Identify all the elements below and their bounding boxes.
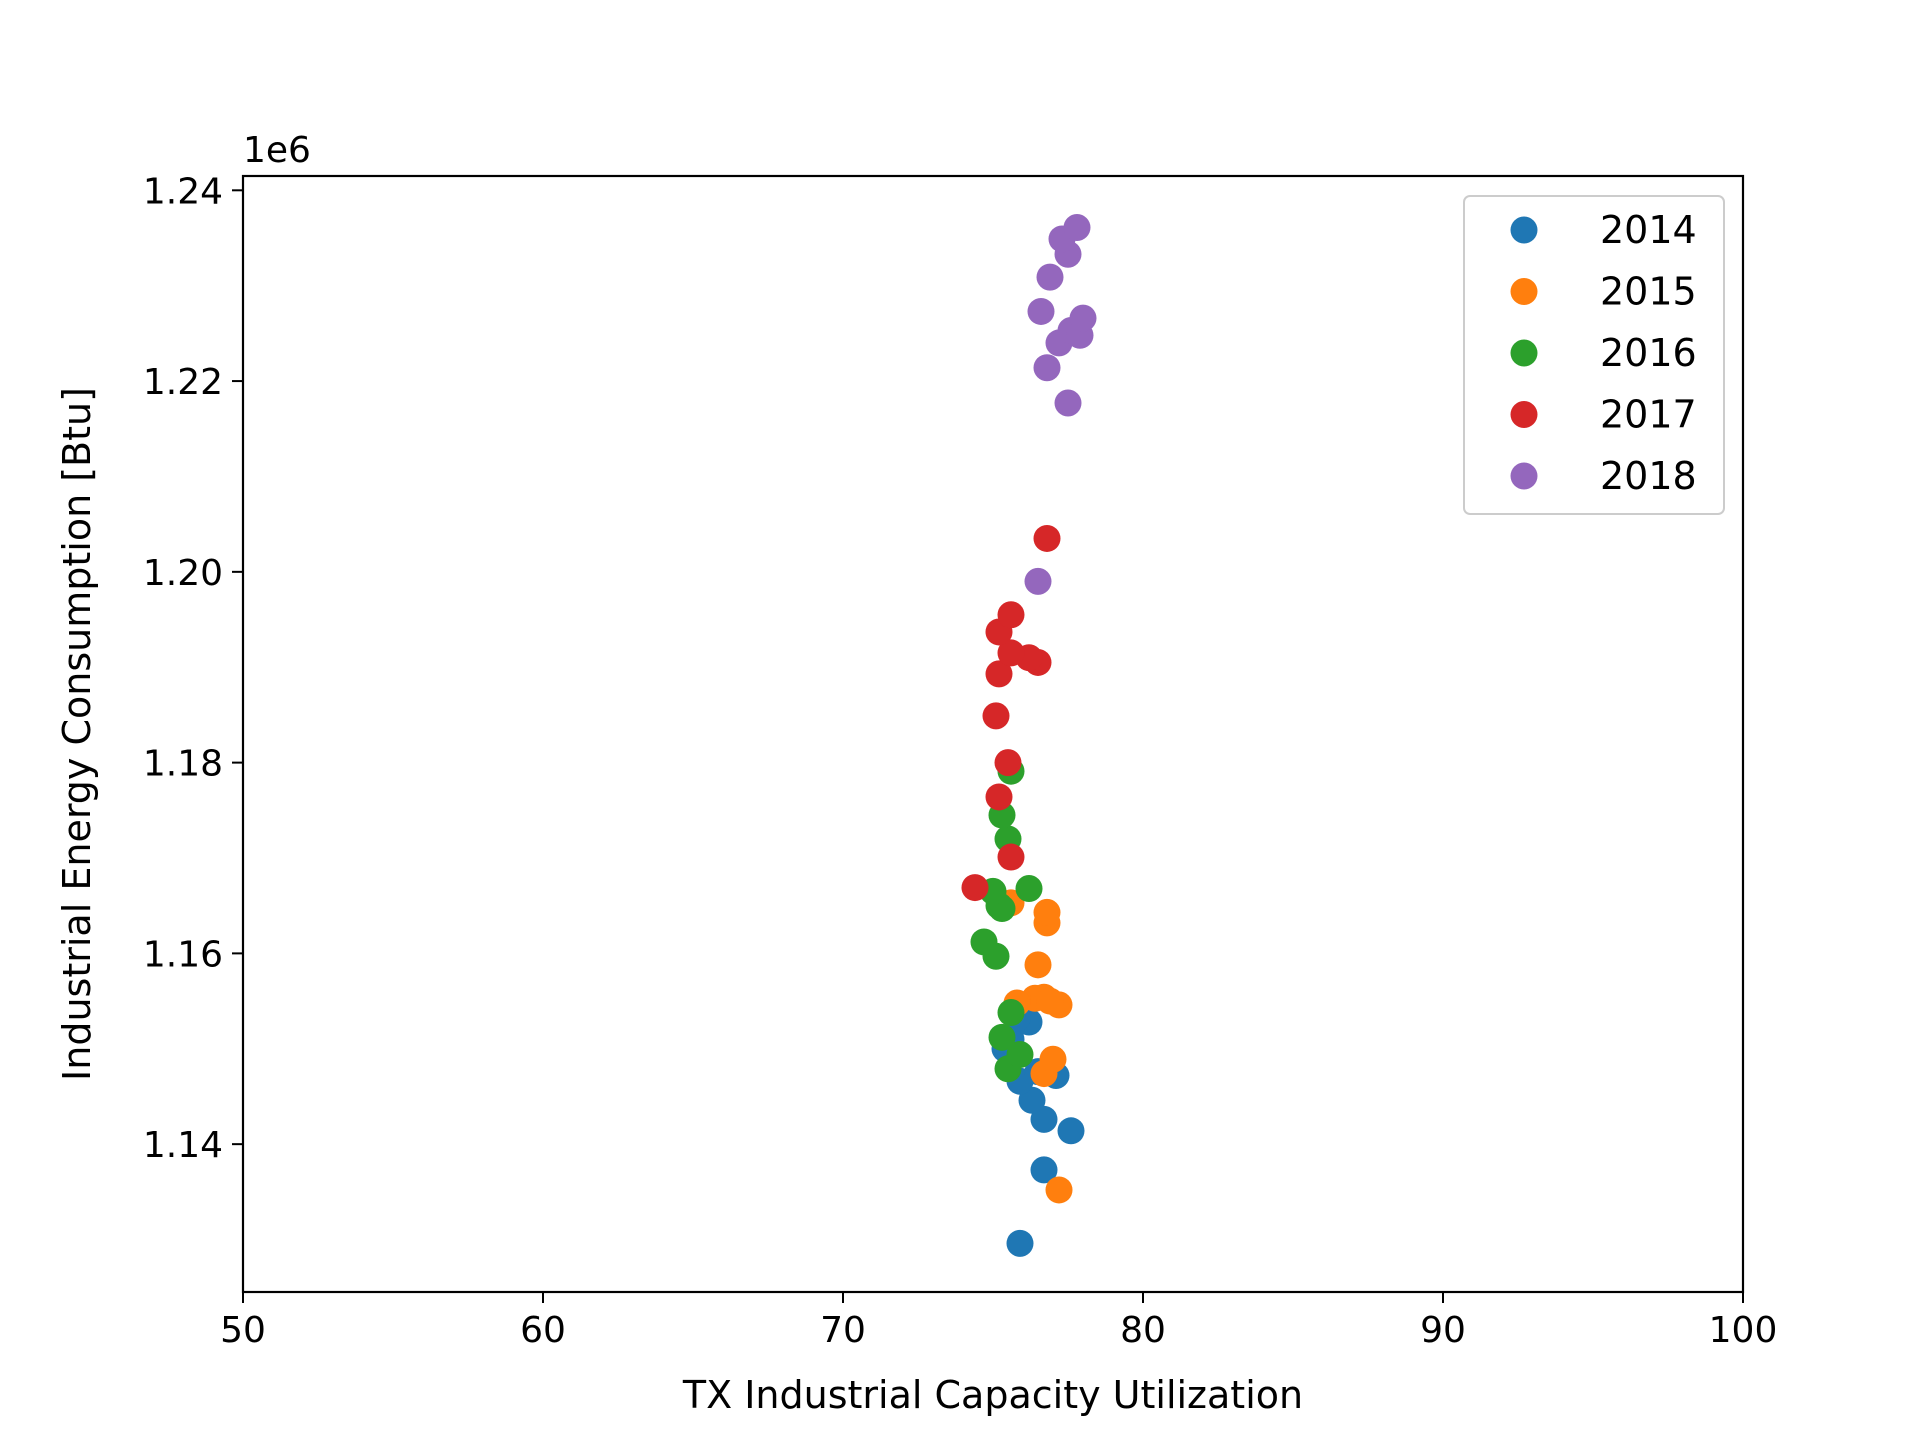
x-axis-label: TX Industrial Capacity Utilization (682, 1373, 1303, 1417)
data-point-2015 (1039, 1045, 1067, 1073)
x-tick-label: 90 (1420, 1310, 1466, 1351)
legend-label-2016: 2016 (1600, 331, 1697, 375)
data-point-2017 (997, 843, 1025, 871)
data-point-2018 (1069, 304, 1097, 332)
legend-marker-2015 (1510, 278, 1538, 305)
x-tick-label: 80 (1120, 1310, 1166, 1351)
legend-frame (1463, 195, 1725, 515)
legend-marker-2016 (1510, 339, 1538, 367)
data-point-2017 (997, 639, 1025, 667)
series-2015 (997, 889, 1073, 1204)
data-point-2017 (997, 601, 1025, 629)
legend-label-2017: 2017 (1600, 393, 1697, 437)
data-point-2016 (988, 1023, 1016, 1051)
data-point-2017 (1033, 524, 1061, 552)
data-point-2017 (994, 749, 1022, 777)
data-point-2018 (1063, 214, 1091, 242)
data-point-2017 (985, 660, 1013, 688)
legend-label-2014: 2014 (1600, 208, 1697, 252)
data-point-2016 (1006, 1040, 1034, 1068)
data-point-2015 (1045, 1176, 1073, 1204)
data-point-2016 (997, 999, 1025, 1027)
legend-label-2015: 2015 (1600, 270, 1697, 314)
legend-entries: 2014 2015 2016 2017 2018 (1510, 208, 1697, 498)
data-point-2018 (1027, 297, 1055, 325)
series-2018 (1024, 214, 1097, 595)
legend-marker-2014 (1510, 216, 1538, 244)
data-point-2018 (1054, 389, 1082, 417)
y-tick-label: 1.14 (143, 1125, 223, 1166)
y-axis-label: Industrial Energy Consumption [Btu] (55, 387, 99, 1081)
y-axis-ticks: 1.14 1.16 1.18 1.20 1.22 1.24 (143, 171, 243, 1166)
y-tick-label: 1.22 (143, 362, 223, 403)
data-point-2017 (961, 874, 989, 902)
data-point-2018 (1033, 354, 1061, 382)
y-tick-label: 1.24 (143, 171, 223, 212)
data-point-2014 (1057, 1117, 1085, 1145)
data-point-2016 (970, 928, 998, 956)
data-point-2016 (1015, 875, 1043, 903)
y-offset-label: 1e6 (243, 130, 311, 171)
legend-label-2018: 2018 (1600, 454, 1697, 498)
series-2017 (961, 524, 1061, 902)
x-tick-label: 70 (820, 1310, 866, 1351)
plot-frame (241, 174, 1745, 1294)
data-point-2014 (1006, 1229, 1034, 1257)
legend-marker-2018 (1510, 462, 1538, 490)
x-tick-label: 50 (220, 1310, 266, 1351)
data-point-2017 (985, 783, 1013, 811)
data-point-2015 (1024, 951, 1052, 979)
data-point-2015 (1036, 987, 1064, 1015)
data-point-2015 (1033, 898, 1061, 926)
data-point-2018 (1024, 567, 1052, 595)
y-tick-label: 1.18 (143, 744, 223, 785)
y-tick-label: 1.20 (143, 553, 223, 594)
data-point-2014 (1030, 1156, 1058, 1184)
legend: 2014 2015 2016 2017 2018 (1463, 195, 1725, 515)
x-axis-ticks: 50 60 70 80 90 100 (220, 1292, 1777, 1351)
points-layer (961, 214, 1097, 1257)
data-point-2017 (982, 702, 1010, 730)
legend-marker-2017 (1510, 401, 1538, 428)
y-tick-label: 1.16 (143, 934, 223, 975)
x-tick-label: 100 (1709, 1310, 1778, 1351)
x-tick-label: 60 (520, 1310, 566, 1351)
data-point-2018 (1036, 263, 1064, 291)
